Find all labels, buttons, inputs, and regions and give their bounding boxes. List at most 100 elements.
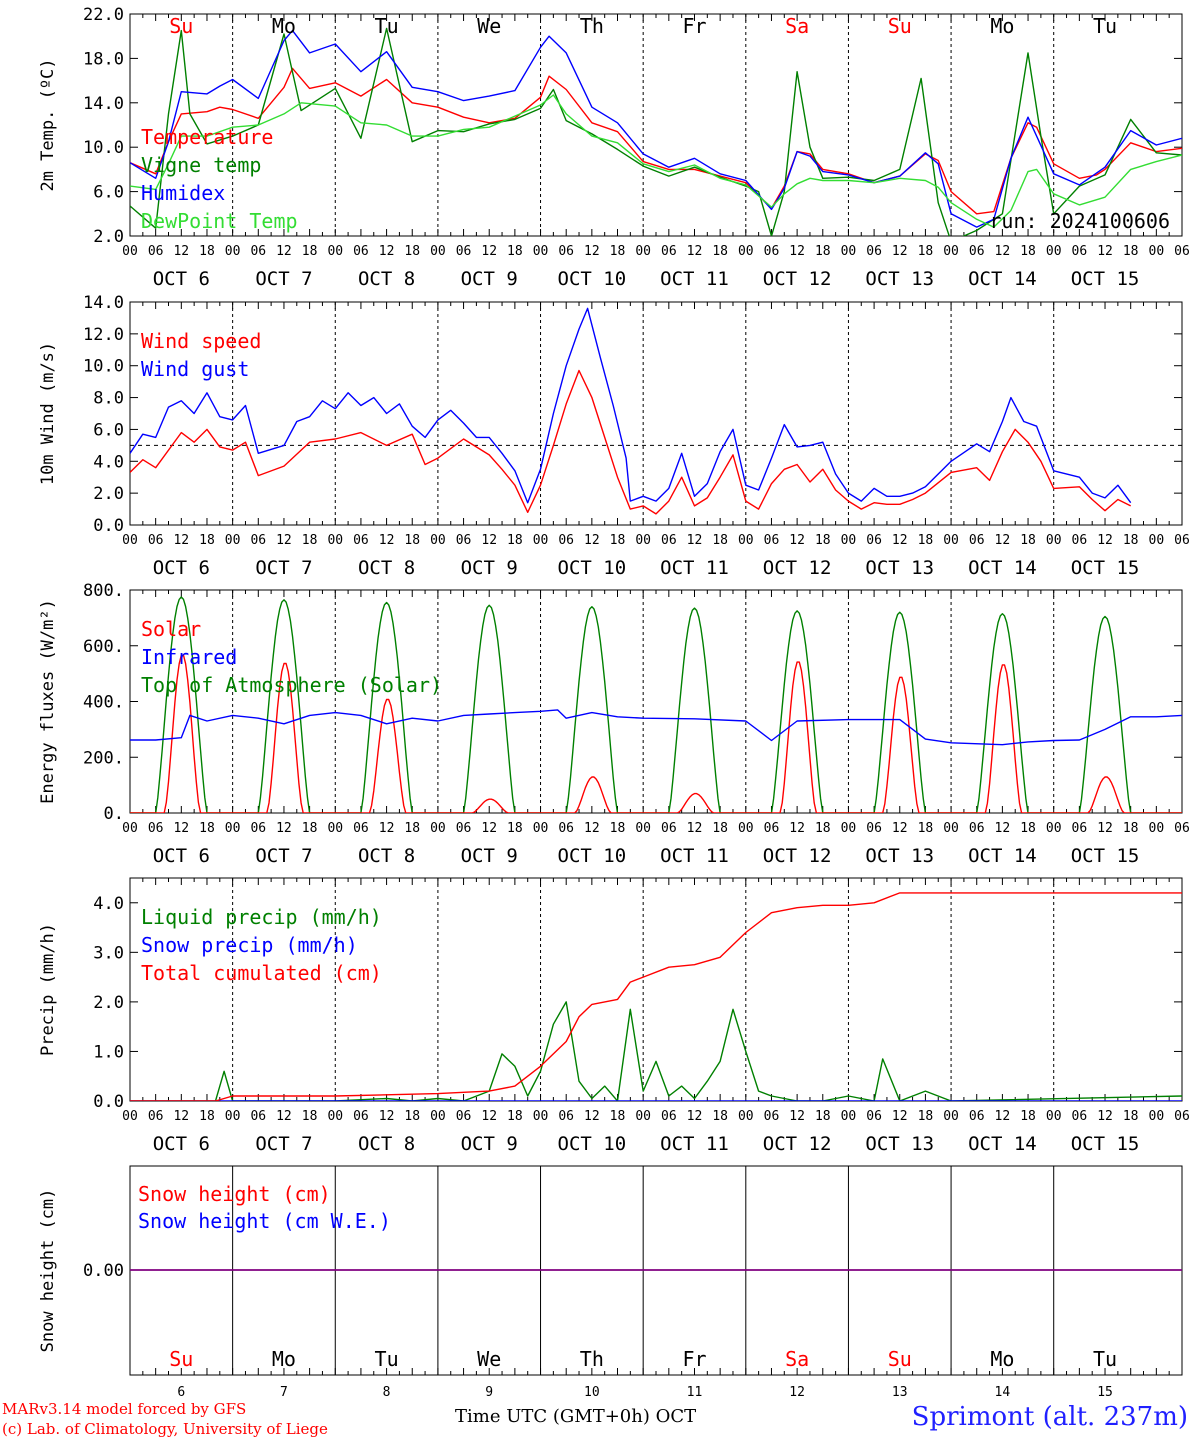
hour-tick-label: 18	[1123, 1109, 1139, 1124]
hour-tick-label: 06	[558, 1109, 574, 1124]
hour-tick-label: 00	[327, 244, 343, 259]
y-tick-label: 2.0	[93, 227, 124, 247]
date-label: OCT 14	[968, 268, 1037, 290]
hour-tick-label: 18	[815, 1109, 831, 1124]
y-tick-label: 14.0	[83, 293, 124, 313]
hour-tick-label: 06	[558, 821, 574, 836]
legend-entry: Wind speed	[141, 329, 261, 353]
day-number-label: 15	[1097, 1385, 1113, 1400]
hour-tick-label: 12	[276, 533, 292, 548]
hour-tick-label: 06	[250, 821, 266, 836]
hour-tick-label: 06	[148, 821, 164, 836]
series-line-wind-gust	[130, 307, 1132, 504]
hour-tick-label: 00	[122, 244, 138, 259]
hour-tick-label: 12	[481, 244, 497, 259]
hour-tick-label: 18	[507, 1109, 523, 1124]
hour-tick-label: 00	[841, 1109, 857, 1124]
hour-tick-label: 06	[866, 533, 882, 548]
weekday-label-bottom: We	[477, 1347, 501, 1371]
meteogram-svg: 00 06 12 18 00 06 12 18 00 06 12 18 00 06 12 18 00 06 12 18…	[38, 5, 1190, 1400]
date-label: OCT 10	[558, 845, 627, 867]
hour-tick-label: 12	[995, 821, 1011, 836]
hour-tick-label: 18	[507, 244, 523, 259]
hour-tick-label: 12	[584, 821, 600, 836]
hour-tick-label: 18	[1123, 821, 1139, 836]
hour-tick-label: 00	[327, 821, 343, 836]
date-label: OCT 13	[865, 557, 934, 579]
y-tick-label: 12.0	[83, 325, 124, 345]
hour-tick-label: 00	[943, 1109, 959, 1124]
date-label: OCT 13	[865, 1133, 934, 1155]
hour-tick-label: 12	[1097, 244, 1113, 259]
y-tick-label: 8.0	[93, 389, 124, 409]
hour-tick-label: 12	[173, 1109, 189, 1124]
hour-tick-label: 18	[712, 821, 728, 836]
hour-tick-label: 12	[276, 1109, 292, 1124]
hour-tick-label: 06	[456, 821, 472, 836]
date-label: OCT 7	[255, 268, 312, 290]
hour-tick-label: 12	[687, 244, 703, 259]
hour-tick-label: 00	[841, 533, 857, 548]
hour-tick-label: 12	[687, 821, 703, 836]
y-tick-label: 0.0	[93, 1092, 124, 1112]
hour-tick-label: 18	[199, 821, 215, 836]
hour-tick-label: 18	[918, 244, 934, 259]
weekday-label-top: Sa	[785, 14, 809, 38]
hour-tick-label: 06	[1072, 533, 1088, 548]
hour-tick-label: 06	[1072, 1109, 1088, 1124]
x-axis-title: Time UTC (GMT+0h) OCT	[455, 1406, 697, 1427]
hour-tick-label: 18	[815, 533, 831, 548]
hour-tick-label: 00	[635, 821, 651, 836]
hour-tick-label: 12	[481, 1109, 497, 1124]
hour-tick-label: 00	[122, 1109, 138, 1124]
y-axis-label-5: Snow height (cm)	[38, 1189, 58, 1353]
hour-tick-label: 12	[892, 533, 908, 548]
series-line-infrared	[130, 709, 1182, 746]
hour-tick-label: 06	[661, 1109, 677, 1124]
legend-entry: Snow precip (mm/h)	[141, 933, 358, 957]
hour-tick-label: 00	[225, 533, 241, 548]
hour-tick-label: 12	[173, 244, 189, 259]
series-line-liquid-precip	[130, 1001, 1182, 1101]
hour-tick-label: 12	[995, 1109, 1011, 1124]
y-tick-label: 3.0	[93, 943, 124, 963]
hour-tick-label: 00	[225, 1109, 241, 1124]
y-tick-label: 400.	[83, 693, 124, 713]
hour-tick-label: 00	[225, 821, 241, 836]
hour-tick-label: 00	[430, 821, 446, 836]
weekday-label-bottom: Mo	[272, 1347, 296, 1371]
y-tick-label: 4.0	[93, 894, 124, 914]
date-label: OCT 12	[763, 557, 832, 579]
hour-tick-label: 12	[173, 821, 189, 836]
hour-tick-label: 18	[404, 1109, 420, 1124]
date-label: OCT 7	[255, 1133, 312, 1155]
weekday-label-bottom: Tu	[375, 1347, 399, 1371]
hour-tick-label: 06	[866, 1109, 882, 1124]
hour-tick-label: 18	[302, 533, 318, 548]
hour-tick-label: 00	[738, 821, 754, 836]
hour-tick-label: 00	[738, 1109, 754, 1124]
hour-tick-label: 06	[558, 533, 574, 548]
weekday-label-top: Fr	[682, 14, 706, 38]
day-number-label: 7	[280, 1385, 288, 1400]
hour-tick-label: 06	[148, 533, 164, 548]
date-label: OCT 6	[153, 845, 210, 867]
hour-tick-label: 18	[712, 1109, 728, 1124]
hour-tick-label: 18	[712, 533, 728, 548]
hour-tick-label: 12	[687, 1109, 703, 1124]
day-number-label: 11	[687, 1385, 703, 1400]
date-label: OCT 8	[358, 268, 415, 290]
date-label: OCT 6	[153, 268, 210, 290]
hour-tick-label: 00	[943, 533, 959, 548]
hour-tick-label: 06	[148, 1109, 164, 1124]
hour-tick-label: 12	[379, 533, 395, 548]
hour-tick-label: 12	[1097, 533, 1113, 548]
hour-tick-label: 06	[764, 533, 780, 548]
hour-tick-label: 06	[353, 821, 369, 836]
hour-tick-label: 12	[687, 533, 703, 548]
legend-entry: Top of Atmosphere (Solar)	[141, 673, 442, 697]
weekday-label-top: Su	[888, 14, 912, 38]
date-label: OCT 12	[763, 845, 832, 867]
y-tick-label: 6.0	[93, 420, 124, 440]
y-tick-label: 6.0	[93, 183, 124, 203]
